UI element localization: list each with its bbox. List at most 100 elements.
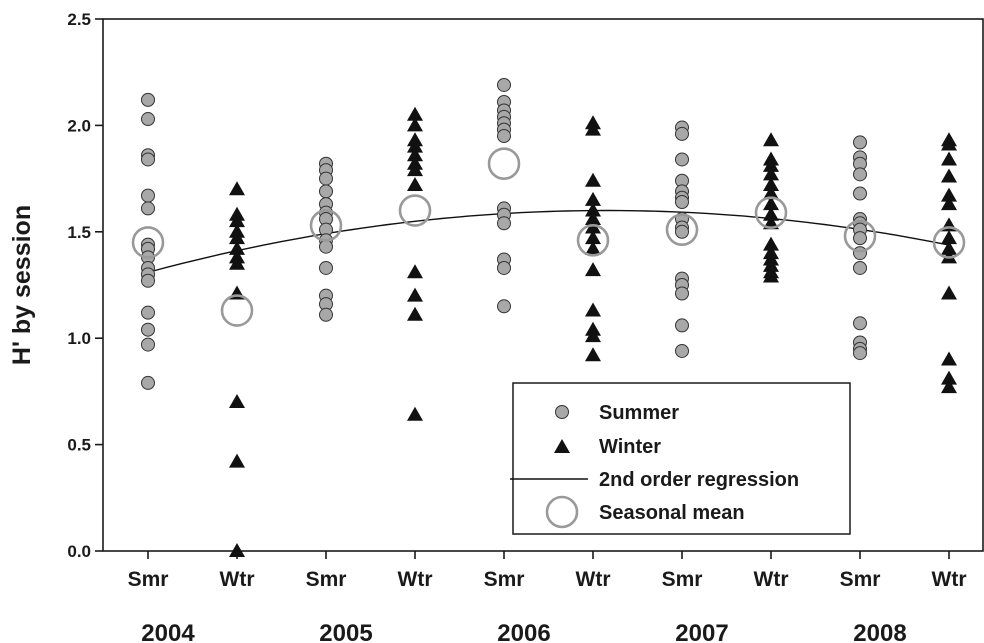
legend-mean-marker: [545, 495, 579, 529]
summer-point: [675, 318, 689, 333]
seasonal-mean-marker: [487, 147, 521, 181]
winter-point: [941, 136, 957, 151]
year-label: 2006: [497, 620, 550, 643]
winter-point: [763, 176, 779, 191]
winter-point: [229, 240, 245, 255]
winter-point: [585, 347, 601, 362]
x-tick-label: Smr: [484, 568, 525, 591]
winter-point: [407, 162, 423, 177]
winter-point: [229, 255, 245, 270]
summer-point: [319, 184, 333, 199]
seasonal-mean-marker: [665, 213, 699, 246]
winter-point: [585, 191, 601, 206]
y-axis-title: H' by session: [8, 205, 36, 365]
summer-point: [853, 167, 867, 182]
winter-point: [407, 287, 423, 302]
seasonal-means: [131, 147, 966, 327]
winter-point: [941, 370, 957, 385]
summer-point: [853, 186, 867, 201]
summer-point: [141, 337, 155, 352]
regression-line: [147, 209, 950, 273]
data-points: [141, 77, 957, 557]
summer-point: [497, 129, 511, 144]
winter-point: [407, 264, 423, 279]
winter-point: [407, 117, 423, 132]
winter-point: [763, 268, 779, 283]
summer-point: [675, 286, 689, 301]
x-tick-label: Wtr: [754, 568, 789, 591]
winter-point: [407, 147, 423, 162]
legend-label: Summer: [599, 402, 679, 424]
legend: Summer Winter 2nd order regression Seasonal…: [510, 382, 851, 535]
winter-point: [585, 230, 601, 245]
summer-point: [319, 171, 333, 186]
winter-point: [763, 196, 779, 211]
winter-point: [763, 215, 779, 230]
winter-point: [229, 543, 245, 557]
winter-point: [229, 213, 245, 228]
x-tick-label: Wtr: [576, 568, 611, 591]
x-tick-label: Wtr: [932, 568, 967, 591]
seasonal-mean-marker: [220, 294, 254, 327]
y-tick-label: 2.5: [67, 10, 91, 29]
winter-point: [585, 121, 601, 136]
winter-point: [941, 230, 957, 245]
seasonal-mean-marker: [309, 209, 343, 242]
axis-ticks: [95, 18, 950, 559]
winter-point: [585, 262, 601, 277]
year-label: 2004: [141, 620, 195, 643]
y-tick-label: 2.0: [67, 116, 91, 135]
summer-point: [853, 346, 867, 361]
x-tick-label: Wtr: [220, 568, 255, 591]
summer-point: [497, 216, 511, 231]
winter-point: [229, 230, 245, 245]
winter-point: [941, 240, 957, 255]
summer-point: [141, 92, 155, 107]
y-tick-label: 1.0: [67, 329, 91, 348]
seasonal-mean-marker: [843, 219, 877, 253]
winter-point: [229, 453, 245, 468]
axis-labels: 0.0 0.5 1.0 1.5 2.0 2.5 Smr Wtr Smr Wtr Smr Wtr Smr W…: [67, 10, 966, 643]
year-label: 2008: [853, 620, 906, 643]
seasonal-mean-marker: [754, 196, 788, 229]
legend-summer-marker: [555, 405, 569, 419]
y-tick-label: 0.0: [67, 542, 91, 561]
x-tick-label: Smr: [128, 568, 169, 591]
summer-point: [141, 152, 155, 167]
winter-point: [229, 394, 245, 409]
x-tick-label: Smr: [662, 568, 703, 591]
year-label: 2007: [675, 620, 728, 643]
summer-point: [319, 307, 333, 322]
summer-point: [497, 260, 511, 275]
winter-point: [585, 202, 601, 217]
winter-point: [407, 176, 423, 191]
year-label: 2005: [319, 620, 372, 643]
summer-point: [675, 195, 689, 210]
summer-point: [141, 375, 155, 390]
plot-frame: [102, 18, 984, 552]
summer-point: [853, 135, 867, 150]
seasonal-mean-marker: [576, 224, 610, 257]
winter-point: [763, 157, 779, 172]
winter-point: [407, 306, 423, 321]
y-tick-label: 1.5: [67, 223, 91, 242]
summer-point: [141, 273, 155, 288]
x-tick-label: Smr: [306, 568, 347, 591]
summer-point: [853, 260, 867, 275]
winter-point: [585, 211, 601, 226]
winter-point: [763, 236, 779, 251]
summer-point: [853, 246, 867, 261]
winter-point: [585, 172, 601, 187]
legend-box: [512, 382, 851, 535]
winter-point: [941, 151, 957, 166]
summer-point: [853, 316, 867, 331]
summer-point: [141, 112, 155, 127]
summer-point: [319, 260, 333, 275]
summer-point: [675, 224, 689, 239]
winter-point: [941, 379, 957, 394]
winter-point: [941, 168, 957, 183]
summer-point: [141, 188, 155, 203]
summer-point: [141, 322, 155, 337]
x-tick-label: Smr: [840, 568, 881, 591]
summer-point: [675, 343, 689, 358]
